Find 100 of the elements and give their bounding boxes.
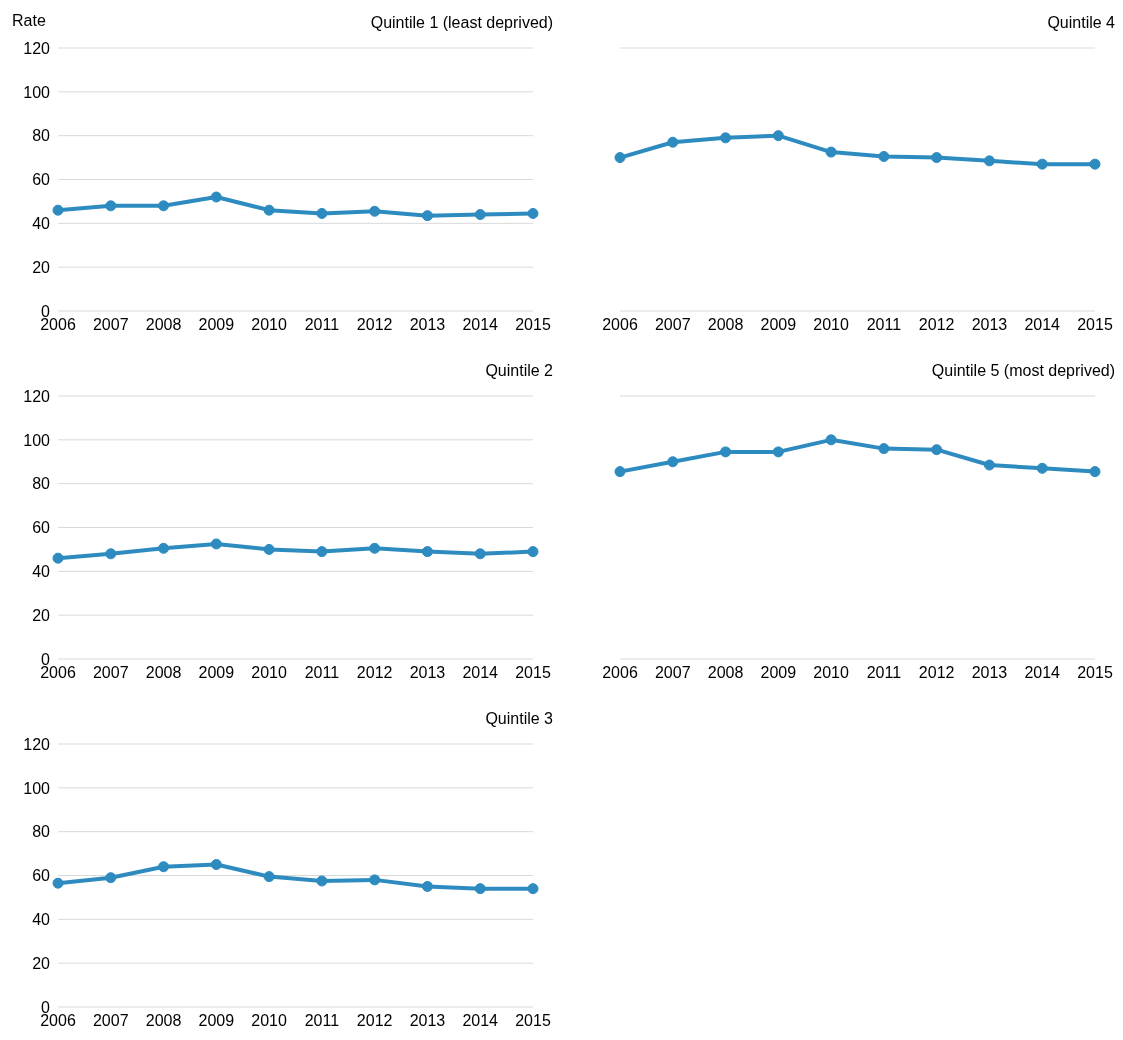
point <box>210 191 222 203</box>
point <box>825 146 837 158</box>
x-tick-label: 2010 <box>813 316 850 334</box>
y-tick-label: 120 <box>23 387 51 405</box>
y-axis-title: Rate <box>12 12 46 30</box>
point <box>1036 462 1048 474</box>
x-tick-label: 2009 <box>198 316 235 334</box>
x-tick-label: 2012 <box>356 316 393 334</box>
x-tick-label: 2011 <box>866 664 902 682</box>
y-tick-label: 60 <box>32 867 51 885</box>
x-tick-label: 2012 <box>918 664 955 682</box>
y-tick-label: 80 <box>32 823 51 841</box>
point <box>1089 158 1101 170</box>
point <box>263 204 275 216</box>
y-tick-label: 40 <box>32 563 51 581</box>
point <box>158 542 170 554</box>
point <box>263 543 275 555</box>
point <box>421 210 433 222</box>
point <box>772 446 784 458</box>
x-tick-label: 2008 <box>707 664 744 682</box>
point <box>210 538 222 550</box>
y-tick-label: 80 <box>32 475 51 493</box>
x-tick-label: 2015 <box>1077 316 1113 334</box>
x-tick-label: 2011 <box>304 1012 340 1030</box>
point <box>614 152 626 164</box>
x-tick-label: 2010 <box>813 664 850 682</box>
point <box>52 552 64 564</box>
x-tick-label: 2014 <box>1024 664 1061 682</box>
x-tick-label: 2011 <box>304 316 340 334</box>
x-tick-label: 2012 <box>918 316 955 334</box>
x-tick-label: 2013 <box>971 664 1008 682</box>
point <box>316 546 328 558</box>
point <box>369 542 381 554</box>
x-tick-label: 2015 <box>1077 664 1113 682</box>
x-tick-label: 2007 <box>92 664 129 682</box>
x-tick-label: 2015 <box>515 1012 551 1030</box>
x-tick-label: 2012 <box>356 664 393 682</box>
point <box>720 446 732 458</box>
point <box>474 883 486 895</box>
x-tick-label: 2014 <box>462 1012 499 1030</box>
point <box>614 466 626 478</box>
point <box>316 875 328 887</box>
y-tick-label: 100 <box>23 83 51 101</box>
y-tick-label: 60 <box>32 519 51 537</box>
point <box>1036 158 1048 170</box>
x-tick-label: 2009 <box>760 316 797 334</box>
point <box>105 200 117 212</box>
x-tick-label: 2013 <box>971 316 1008 334</box>
x-tick-label: 2014 <box>462 664 499 682</box>
point <box>720 132 732 144</box>
x-tick-label: 2007 <box>92 316 129 334</box>
chart-title: Quintile 4 <box>1047 14 1115 32</box>
chart-title: Quintile 3 <box>485 710 553 728</box>
point <box>825 434 837 446</box>
point <box>210 859 222 871</box>
x-tick-label: 2015 <box>515 664 551 682</box>
point <box>1089 466 1101 478</box>
point <box>474 209 486 221</box>
y-tick-label: 40 <box>32 215 51 233</box>
x-tick-label: 2006 <box>40 316 76 334</box>
point <box>369 205 381 217</box>
point <box>878 150 890 162</box>
point <box>316 207 328 219</box>
point <box>158 200 170 212</box>
x-tick-label: 2006 <box>602 316 638 334</box>
x-tick-label: 2007 <box>654 664 691 682</box>
chart-title: Quintile 2 <box>485 362 553 380</box>
point <box>878 443 890 455</box>
x-tick-label: 2008 <box>145 316 182 334</box>
x-tick-label: 2007 <box>92 1012 129 1030</box>
x-tick-label: 2009 <box>760 664 797 682</box>
x-tick-label: 2011 <box>866 316 902 334</box>
x-tick-label: 2007 <box>654 316 691 334</box>
x-tick-label: 2008 <box>145 664 182 682</box>
x-tick-label: 2014 <box>462 316 499 334</box>
y-tick-label: 120 <box>23 39 51 57</box>
point <box>263 871 275 883</box>
point <box>983 155 995 167</box>
point <box>983 459 995 471</box>
point <box>772 130 784 142</box>
y-tick-label: 20 <box>32 606 51 624</box>
point <box>421 546 433 558</box>
chart-title: Quintile 5 (most deprived) <box>931 362 1115 380</box>
x-tick-label: 2010 <box>251 1012 288 1030</box>
y-tick-label: 100 <box>23 779 51 797</box>
x-tick-label: 2008 <box>707 316 744 334</box>
point <box>369 874 381 886</box>
point <box>52 204 64 216</box>
x-tick-label: 2015 <box>515 316 551 334</box>
x-tick-label: 2011 <box>304 664 340 682</box>
point <box>931 444 943 456</box>
y-tick-label: 100 <box>23 431 51 449</box>
y-tick-label: 120 <box>23 735 51 753</box>
x-tick-label: 2010 <box>251 316 288 334</box>
point <box>527 207 539 219</box>
y-tick-label: 20 <box>32 258 51 276</box>
point <box>421 880 433 892</box>
point <box>527 546 539 558</box>
x-tick-label: 2008 <box>145 1012 182 1030</box>
x-tick-label: 2013 <box>409 316 446 334</box>
